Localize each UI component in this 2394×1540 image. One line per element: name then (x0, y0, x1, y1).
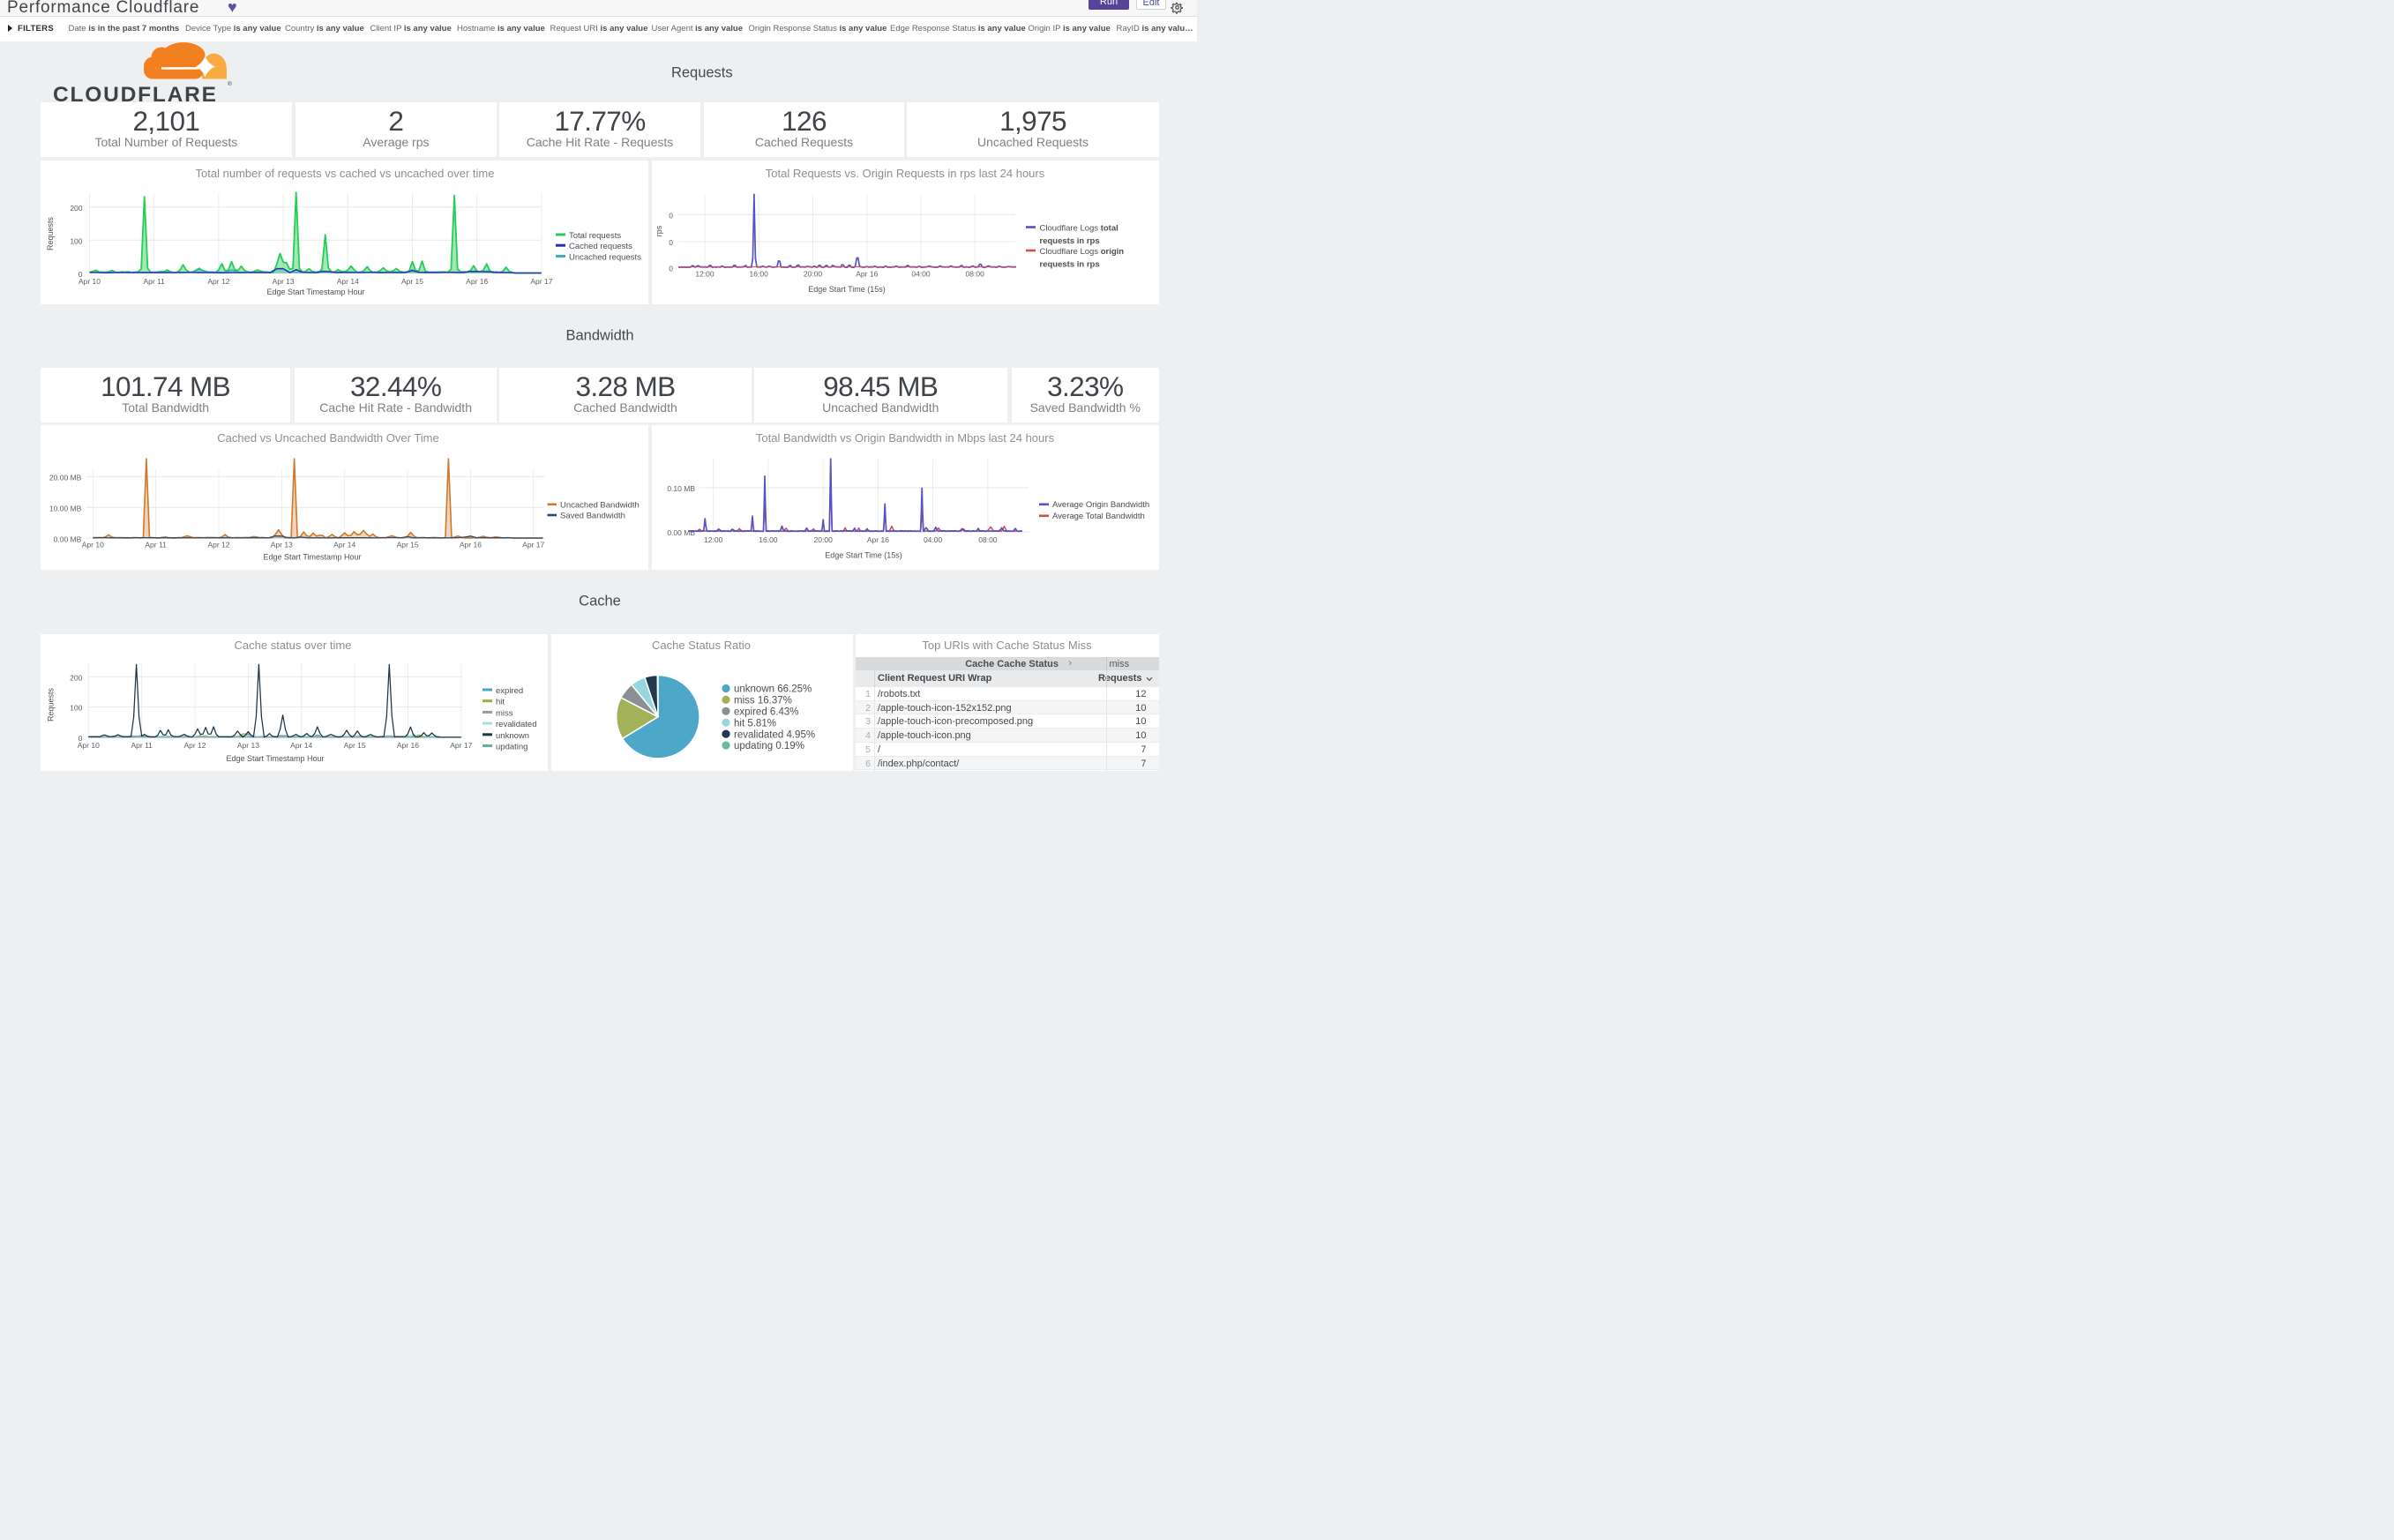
svg-text:Requests: Requests (46, 216, 55, 250)
svg-text:20:00: 20:00 (804, 270, 823, 279)
svg-text:Apr 12: Apr 12 (183, 741, 206, 750)
svg-text:unknown 66.25%: unknown 66.25% (734, 684, 812, 694)
svg-text:updating 0.19%: updating 0.19% (734, 741, 804, 751)
svg-text:Average Total Bandwidth: Average Total Bandwidth (1052, 512, 1145, 521)
svg-text:Apr 15: Apr 15 (401, 277, 423, 286)
svg-text:0: 0 (79, 734, 83, 743)
svg-text:Top URIs with Cache Status Mis: Top URIs with Cache Status Miss (922, 639, 1092, 652)
svg-text:Apr 11: Apr 11 (143, 277, 165, 286)
svg-text:Apr 10: Apr 10 (82, 540, 104, 549)
svg-text:Total Requests vs. Origin Requ: Total Requests vs. Origin Requests in rp… (766, 167, 1045, 180)
svg-text:20.00 MB: 20.00 MB (49, 473, 82, 482)
svg-text:Total requests: Total requests (569, 231, 621, 241)
svg-text:100: 100 (70, 703, 82, 712)
svg-text:Requests: Requests (47, 687, 56, 721)
svg-text:requests in rps: requests in rps (1040, 236, 1100, 246)
svg-text:®: ® (228, 80, 232, 87)
svg-text:Total number of requests vs ca: Total number of requests vs cached vs un… (196, 167, 495, 180)
svg-text:16:00: 16:00 (750, 270, 769, 279)
svg-text:0.00 MB: 0.00 MB (667, 528, 695, 537)
svg-text:Uncached Bandwidth: Uncached Bandwidth (560, 500, 640, 510)
svg-text:Apr 16: Apr 16 (856, 270, 878, 279)
svg-text:Cache status over time: Cache status over time (235, 639, 352, 652)
svg-text:updating: updating (496, 742, 527, 751)
svg-text:Apr 15: Apr 15 (344, 741, 366, 750)
svg-text:rps: rps (655, 225, 663, 236)
svg-text:Edge Start Time (15s): Edge Start Time (15s) (808, 285, 886, 294)
svg-text:Apr 17: Apr 17 (530, 277, 552, 286)
svg-text:16:00: 16:00 (759, 535, 778, 544)
svg-text:Apr 16: Apr 16 (466, 277, 488, 286)
svg-text:0: 0 (669, 238, 673, 247)
svg-text:expired 6.43%: expired 6.43% (734, 706, 799, 717)
svg-text:Saved Bandwidth: Saved Bandwidth (560, 511, 625, 520)
svg-text:20:00: 20:00 (814, 535, 834, 544)
svg-text:Apr 15: Apr 15 (397, 540, 419, 549)
svg-text:unknown: unknown (496, 730, 529, 740)
svg-text:Apr 13: Apr 13 (271, 540, 293, 549)
svg-text:Apr 16: Apr 16 (460, 540, 482, 549)
svg-text:200: 200 (70, 673, 82, 682)
svg-text:Apr 13: Apr 13 (237, 741, 259, 750)
svg-text:Edge Start Timestamp Hour: Edge Start Timestamp Hour (266, 288, 364, 296)
svg-text:0: 0 (79, 270, 83, 279)
svg-text:12:00: 12:00 (704, 535, 723, 544)
svg-text:0: 0 (669, 211, 673, 220)
svg-text:hit 5.81%: hit 5.81% (734, 718, 776, 729)
svg-text:revalidated: revalidated (496, 720, 536, 729)
svg-text:08:00: 08:00 (978, 535, 998, 544)
svg-text:04:00: 04:00 (924, 535, 943, 544)
svg-text:Apr 14: Apr 14 (290, 741, 312, 750)
svg-text:Apr 14: Apr 14 (333, 540, 355, 549)
svg-text:Apr 12: Apr 12 (207, 540, 229, 549)
svg-text:Edge Start Timestamp Hour: Edge Start Timestamp Hour (226, 754, 324, 763)
svg-text:10.00 MB: 10.00 MB (49, 504, 82, 512)
svg-text:expired: expired (496, 686, 523, 696)
svg-text:Apr 12: Apr 12 (207, 277, 229, 286)
svg-text:revalidated 4.95%: revalidated 4.95% (734, 729, 815, 740)
svg-text:Cloudflare Logs total: Cloudflare Logs total (1040, 224, 1118, 234)
svg-text:Average Origin Bandwidth: Average Origin Bandwidth (1052, 500, 1149, 510)
svg-text:100: 100 (70, 236, 82, 245)
svg-text:Total Bandwidth vs Origin Band: Total Bandwidth vs Origin Bandwidth in M… (756, 431, 1055, 445)
svg-text:Edge Start Timestamp Hour: Edge Start Timestamp Hour (263, 552, 361, 561)
svg-text:08:00: 08:00 (966, 270, 985, 279)
svg-text:Cached vs Uncached Bandwidth O: Cached vs Uncached Bandwidth Over Time (217, 431, 438, 445)
svg-text:requests in rps: requests in rps (1040, 260, 1100, 270)
svg-text:04:00: 04:00 (911, 270, 931, 279)
svg-text:Uncached requests: Uncached requests (569, 252, 641, 262)
svg-text:12:00: 12:00 (695, 270, 714, 279)
svg-text:Apr 13: Apr 13 (273, 277, 295, 286)
svg-text:Apr 16: Apr 16 (397, 741, 419, 750)
svg-text:Apr 10: Apr 10 (79, 277, 101, 286)
svg-text:Edge Start Time (15s): Edge Start Time (15s) (825, 550, 902, 559)
svg-text:Cached requests: Cached requests (569, 242, 632, 251)
svg-text:Apr 16: Apr 16 (867, 535, 889, 544)
svg-text:0.00 MB: 0.00 MB (54, 535, 82, 543)
svg-text:0: 0 (669, 264, 673, 273)
svg-text:Apr 11: Apr 11 (131, 741, 153, 750)
svg-text:0.10 MB: 0.10 MB (667, 484, 695, 493)
svg-text:Cloudflare Logs origin: Cloudflare Logs origin (1040, 247, 1125, 257)
svg-text:Apr 10: Apr 10 (78, 741, 100, 750)
svg-text:Cache Status Ratio: Cache Status Ratio (651, 639, 750, 652)
svg-text:Apr 11: Apr 11 (145, 540, 167, 549)
svg-text:miss 16.37%: miss 16.37% (734, 695, 792, 706)
svg-text:hit: hit (496, 697, 505, 706)
svg-text:200: 200 (70, 204, 82, 213)
svg-text:miss: miss (496, 708, 513, 718)
svg-text:Apr 17: Apr 17 (450, 741, 472, 750)
svg-text:Apr 14: Apr 14 (337, 277, 359, 286)
svg-text:Apr 17: Apr 17 (522, 540, 544, 549)
